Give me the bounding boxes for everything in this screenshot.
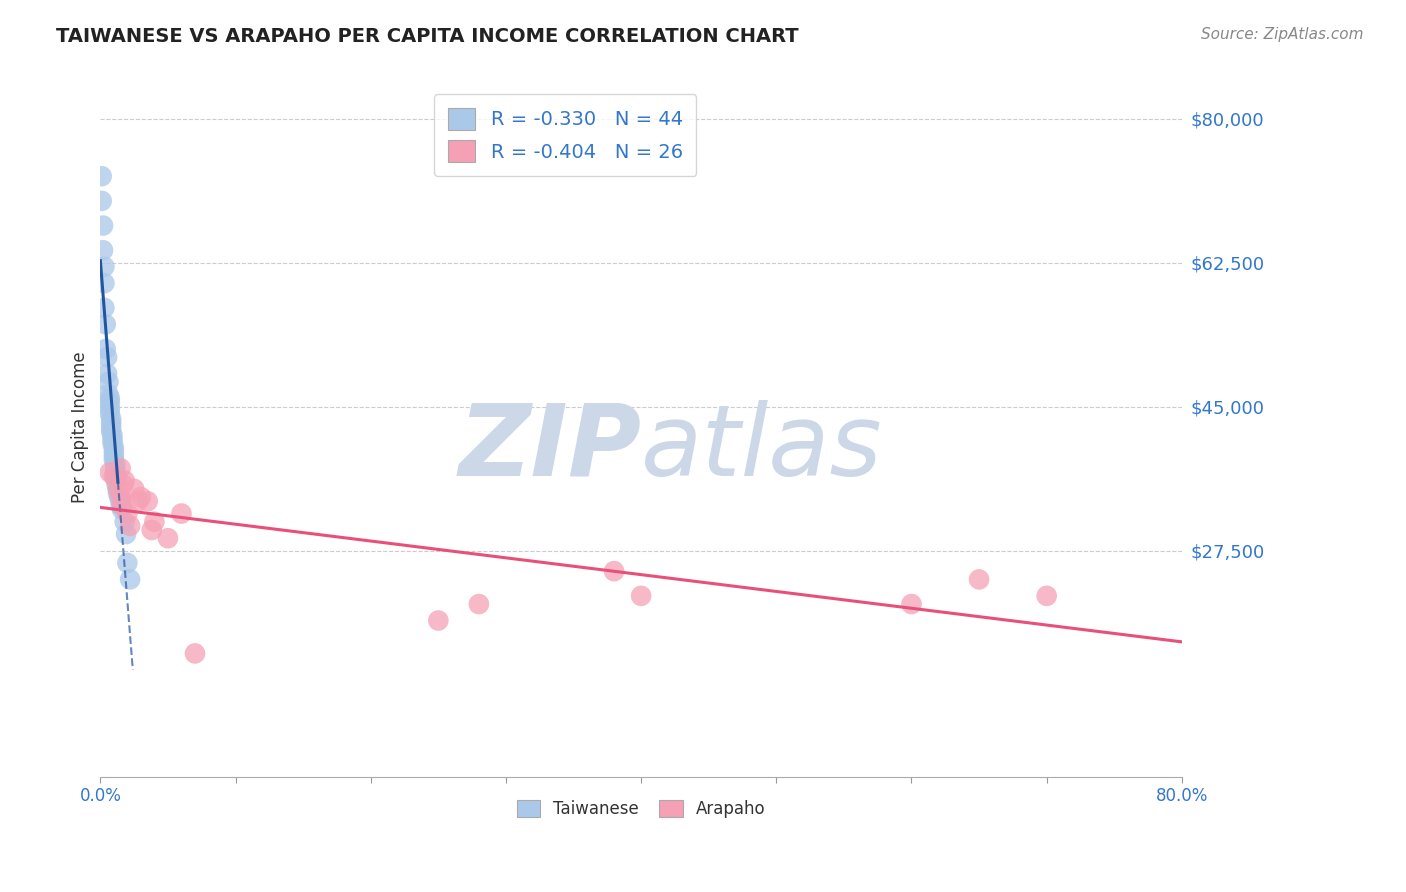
Point xyxy=(91,244,114,258)
Point xyxy=(101,428,124,442)
Point xyxy=(98,466,121,480)
Point xyxy=(120,573,142,587)
Point xyxy=(105,477,128,491)
Point xyxy=(101,433,124,447)
Point xyxy=(127,494,149,508)
Point xyxy=(108,490,131,504)
Point xyxy=(129,490,152,504)
Point xyxy=(103,445,125,459)
Point xyxy=(98,395,121,409)
Point xyxy=(103,441,125,455)
Point xyxy=(100,424,122,438)
Text: Source: ZipAtlas.com: Source: ZipAtlas.com xyxy=(1201,27,1364,42)
Point xyxy=(90,194,112,208)
Point xyxy=(104,466,127,480)
Point xyxy=(117,556,139,570)
Point xyxy=(117,507,139,521)
Point xyxy=(114,474,136,488)
Point xyxy=(96,350,118,364)
Point xyxy=(114,515,136,529)
Point xyxy=(107,486,129,500)
Point xyxy=(100,416,122,430)
Point xyxy=(103,449,125,463)
Point xyxy=(630,589,652,603)
Point xyxy=(94,318,117,332)
Point xyxy=(110,494,132,508)
Point xyxy=(98,392,121,406)
Point xyxy=(112,477,135,491)
Point xyxy=(97,387,120,401)
Point xyxy=(170,507,193,521)
Point xyxy=(900,597,922,611)
Point xyxy=(107,482,129,496)
Point xyxy=(104,457,127,471)
Point xyxy=(100,420,122,434)
Point xyxy=(97,375,120,389)
Point xyxy=(143,515,166,529)
Point xyxy=(104,461,127,475)
Point xyxy=(156,531,179,545)
Point xyxy=(967,573,990,587)
Y-axis label: Per Capita Income: Per Capita Income xyxy=(72,351,89,503)
Point xyxy=(105,474,128,488)
Text: atlas: atlas xyxy=(641,400,883,497)
Point xyxy=(1035,589,1057,603)
Point xyxy=(94,342,117,356)
Point xyxy=(93,276,115,290)
Point xyxy=(110,499,132,513)
Point xyxy=(93,301,115,315)
Text: ZIP: ZIP xyxy=(458,400,641,497)
Point xyxy=(184,647,207,661)
Point xyxy=(96,367,118,381)
Point xyxy=(107,482,129,496)
Point xyxy=(136,494,159,508)
Point xyxy=(98,406,121,420)
Point xyxy=(468,597,491,611)
Point xyxy=(111,499,134,513)
Point xyxy=(103,469,125,483)
Point xyxy=(90,169,112,184)
Point xyxy=(110,490,132,504)
Point xyxy=(427,614,450,628)
Point xyxy=(120,519,142,533)
Point xyxy=(115,527,138,541)
Point xyxy=(98,401,121,416)
Point xyxy=(122,482,145,496)
Point xyxy=(603,564,626,578)
Point xyxy=(141,523,163,537)
Point xyxy=(100,412,122,426)
Point xyxy=(91,219,114,233)
Legend: Taiwanese, Arapaho: Taiwanese, Arapaho xyxy=(510,793,772,824)
Point xyxy=(105,469,128,483)
Point xyxy=(110,461,132,475)
Point xyxy=(111,502,134,516)
Point xyxy=(103,453,125,467)
Text: TAIWANESE VS ARAPAHO PER CAPITA INCOME CORRELATION CHART: TAIWANESE VS ARAPAHO PER CAPITA INCOME C… xyxy=(56,27,799,45)
Point xyxy=(101,436,124,450)
Point xyxy=(93,260,115,274)
